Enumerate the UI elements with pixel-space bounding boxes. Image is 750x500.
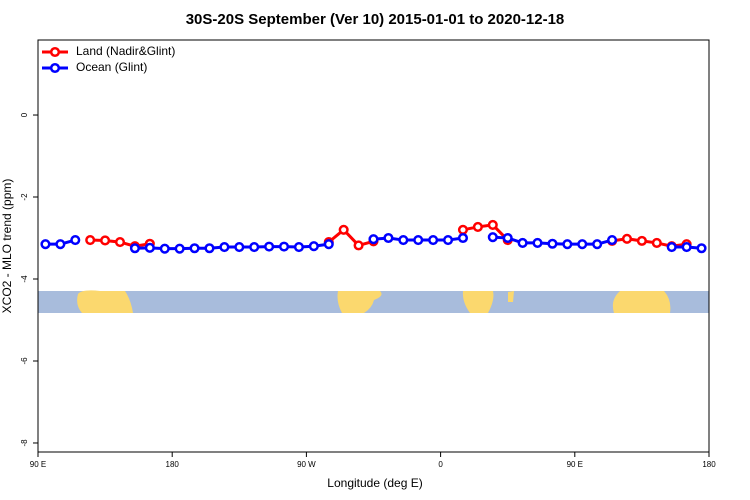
data-point: [189, 243, 200, 254]
data-point: [562, 239, 573, 250]
data-point: [443, 235, 454, 246]
land-shape: [337, 291, 382, 313]
data-point: [219, 241, 230, 253]
y-tick-label: -6: [20, 357, 29, 365]
data-point: [55, 239, 66, 250]
data-point: [144, 242, 155, 253]
data-point: [457, 232, 469, 244]
data-point: [264, 241, 275, 252]
data-point: [249, 241, 260, 253]
data-point: [278, 241, 290, 252]
x-axis-label: Longitude (deg E): [327, 476, 422, 490]
data-point: [621, 233, 633, 244]
map-strip: [38, 290, 709, 313]
data-point: [472, 221, 483, 232]
data-point: [592, 239, 603, 250]
legend-label: Ocean (Glint): [76, 60, 147, 74]
data-point: [413, 235, 424, 246]
x-tick-label: 0: [438, 460, 443, 469]
data-point: [487, 219, 498, 230]
data-point: [532, 237, 543, 248]
data-point: [100, 235, 111, 246]
data-point: [174, 243, 185, 254]
land-shape: [508, 291, 514, 302]
data-point: [517, 237, 528, 248]
data-point: [502, 232, 513, 244]
land-shape: [77, 290, 133, 313]
data-point: [338, 224, 349, 235]
data-point: [204, 243, 215, 254]
plot-frame: [37, 39, 710, 453]
data-point: [636, 235, 647, 246]
data-point: [383, 232, 394, 244]
data-point: [681, 241, 692, 253]
x-tick-label: 180: [166, 460, 180, 469]
data-point: [85, 235, 96, 246]
y-tick-label: -4: [20, 275, 29, 283]
ocean-band: [38, 291, 709, 313]
x-tick-label: 180: [702, 460, 716, 469]
legend-label: Land (Nadir&Glint): [76, 44, 175, 58]
y-tick-label: 0: [20, 112, 29, 117]
data-point: [607, 235, 618, 246]
data-point: [234, 241, 245, 253]
chart-title: 30S-20S September (Ver 10) 2015-01-01 to…: [186, 11, 565, 28]
data-point: [696, 243, 707, 254]
data-point: [487, 232, 498, 243]
data-point: [293, 241, 304, 253]
land-shape: [462, 291, 494, 313]
data-point: [129, 243, 140, 254]
data-point: [159, 243, 170, 254]
data-point: [70, 235, 81, 246]
y-tick-label: -8: [20, 439, 29, 447]
y-tick-label: -2: [20, 193, 29, 201]
x-tick-label: 90 E: [567, 460, 583, 469]
data-point: [40, 239, 51, 250]
data-point: [114, 237, 126, 248]
data-point: [398, 235, 409, 246]
legend-marker: [49, 62, 61, 74]
data-point: [323, 239, 334, 250]
land-shape: [612, 291, 671, 313]
x-tick-label: 90 E: [30, 460, 46, 469]
data-point: [457, 224, 469, 235]
data-point: [353, 240, 364, 251]
data-point: [308, 241, 319, 252]
data-point: [368, 234, 379, 245]
data-point: [577, 239, 588, 250]
data-point: [428, 235, 439, 246]
data-point: [666, 241, 677, 253]
legend-marker: [49, 46, 61, 58]
data-point: [547, 238, 558, 249]
data-point: [651, 237, 662, 248]
x-tick-label: 90 W: [297, 460, 316, 469]
y-axis-label: XCO2 - MLO trend (ppm): [0, 179, 14, 314]
